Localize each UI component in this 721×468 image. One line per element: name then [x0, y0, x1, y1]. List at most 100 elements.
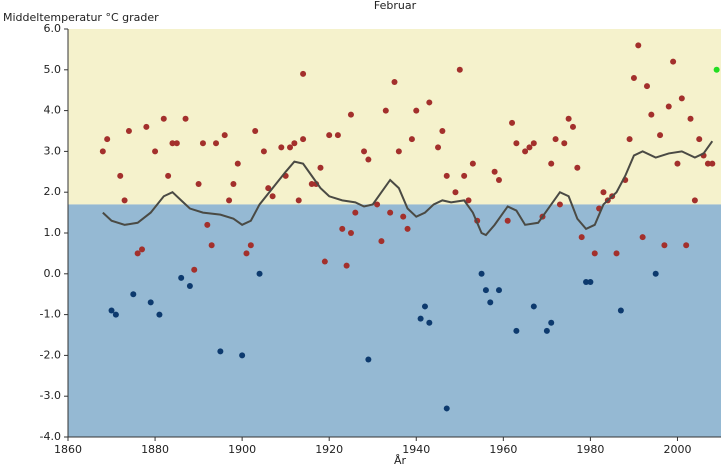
data-point — [443, 405, 450, 412]
data-point — [173, 140, 180, 147]
data-point — [99, 148, 106, 155]
x-tick-label: 1980 — [576, 443, 604, 456]
data-point — [195, 181, 202, 188]
data-point — [256, 270, 263, 277]
data-point — [421, 303, 428, 310]
data-point — [352, 209, 359, 216]
data-point — [704, 160, 711, 167]
data-point — [426, 99, 433, 106]
x-tick-label: 1960 — [489, 443, 517, 456]
data-point — [513, 140, 520, 147]
y-tick-label: -2.0 — [40, 348, 61, 361]
x-tick-label: 1920 — [315, 443, 343, 456]
data-point — [343, 262, 350, 269]
data-point — [321, 258, 328, 265]
data-point — [182, 115, 189, 122]
data-point — [347, 111, 354, 118]
data-point — [147, 299, 154, 306]
data-point — [561, 140, 568, 147]
y-axis-label: Middeltemperatur °C grader — [3, 11, 159, 24]
y-tick-label: 1.0 — [44, 226, 62, 239]
data-point — [469, 160, 476, 167]
data-point — [709, 160, 716, 167]
data-point — [160, 115, 167, 122]
data-point — [361, 148, 368, 155]
data-point — [495, 176, 502, 183]
data-point — [326, 132, 333, 139]
data-point — [221, 132, 228, 139]
data-point — [439, 128, 446, 134]
data-point — [548, 160, 555, 167]
data-point — [300, 70, 307, 77]
y-tick-label: 3.0 — [44, 144, 62, 157]
data-point — [152, 148, 159, 155]
x-tick-label: 1940 — [402, 443, 430, 456]
data-point — [683, 242, 690, 249]
data-point — [121, 197, 128, 204]
data-point — [691, 197, 698, 204]
data-point — [226, 197, 233, 204]
data-point — [543, 327, 550, 334]
data-point — [308, 181, 315, 188]
x-tick-label: 1880 — [141, 443, 169, 456]
data-point — [617, 307, 624, 314]
data-point — [643, 83, 650, 90]
data-point — [317, 164, 324, 171]
y-tick-label: -1.0 — [40, 308, 61, 321]
data-point — [395, 148, 402, 155]
data-point — [626, 136, 633, 143]
data-point — [495, 287, 502, 294]
data-point — [139, 246, 146, 253]
data-point — [339, 225, 346, 232]
data-point — [452, 189, 459, 196]
data-point — [178, 274, 185, 281]
data-point — [365, 156, 372, 163]
data-point — [378, 238, 385, 245]
data-point — [269, 193, 276, 200]
data-point — [478, 270, 485, 277]
background-below — [68, 204, 721, 437]
x-axis-label: År — [394, 454, 407, 467]
data-point — [652, 270, 659, 277]
data-point — [456, 66, 463, 73]
y-tick-label: 6.0 — [44, 22, 62, 35]
data-point — [191, 266, 198, 273]
data-point — [491, 168, 498, 175]
data-point — [526, 144, 533, 151]
data-point — [661, 242, 668, 249]
data-point — [639, 234, 646, 241]
data-point — [130, 291, 137, 298]
data-point — [391, 79, 398, 86]
data-point — [569, 123, 576, 130]
data-point — [530, 303, 537, 310]
data-point — [513, 327, 520, 334]
data-point — [134, 250, 141, 257]
data-point — [347, 230, 354, 236]
data-point — [713, 66, 720, 73]
data-point — [287, 144, 294, 151]
data-point — [696, 136, 703, 143]
data-point — [435, 144, 442, 151]
data-point — [108, 307, 115, 314]
data-point — [674, 160, 681, 167]
data-point — [104, 136, 111, 143]
data-point — [295, 197, 302, 204]
y-tick-label: 5.0 — [44, 63, 62, 76]
data-point — [591, 250, 598, 257]
data-point — [230, 181, 237, 188]
data-point — [247, 242, 254, 249]
data-point — [334, 132, 341, 139]
data-point — [265, 185, 272, 192]
data-point — [443, 172, 450, 179]
data-point — [400, 213, 407, 220]
y-tick-label: 2.0 — [44, 185, 62, 198]
data-point — [461, 172, 468, 179]
background-above — [68, 29, 721, 205]
data-point — [687, 115, 694, 122]
data-point — [509, 119, 516, 126]
data-point — [112, 311, 119, 318]
y-tick-label: 0.0 — [44, 267, 62, 280]
data-point — [169, 140, 176, 147]
data-point — [365, 356, 372, 363]
data-point — [413, 107, 420, 114]
